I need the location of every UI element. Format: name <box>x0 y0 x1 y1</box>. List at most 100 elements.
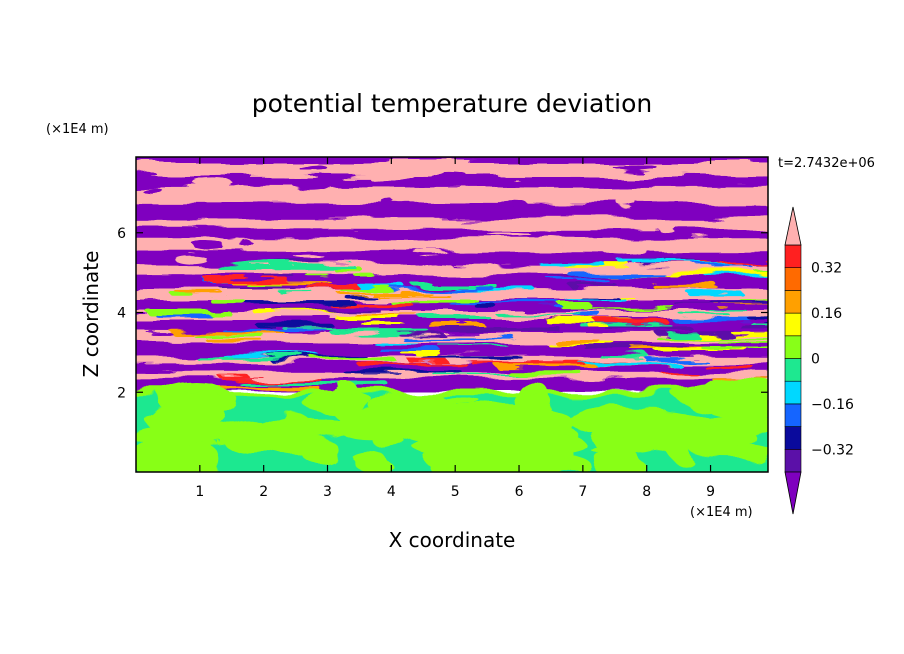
blob <box>213 232 242 241</box>
x-axis-label: X coordinate <box>389 528 516 552</box>
blob <box>233 185 257 191</box>
mix-streak <box>474 304 497 308</box>
x-unit-label: (×1E4 m) <box>690 505 753 520</box>
colorbar-tick-label: −0.32 <box>811 442 854 458</box>
mix-streak <box>203 277 289 282</box>
y-tick-label: 2 <box>117 385 126 401</box>
mix-streak <box>703 347 745 353</box>
mix-streak <box>388 299 480 303</box>
mix-streak <box>762 380 768 385</box>
mix-streak <box>220 328 326 331</box>
x-tick-label: 6 <box>515 484 524 500</box>
mix-streak <box>654 335 768 339</box>
green-patch <box>692 444 768 462</box>
mix-streak <box>750 321 768 326</box>
mix-streak <box>567 272 665 277</box>
green-patch <box>676 385 768 412</box>
mix-streak <box>222 354 320 357</box>
colorbar-extend-min <box>784 471 802 515</box>
green-patch <box>329 380 363 422</box>
band <box>136 264 768 275</box>
mix-streak <box>565 299 627 302</box>
blob <box>658 224 678 234</box>
colorbar-segment <box>784 403 802 427</box>
mix-streak <box>660 370 697 373</box>
interface-line <box>136 390 768 396</box>
mix-streak <box>335 316 403 321</box>
mix-streak <box>675 304 768 307</box>
colorbar-tick-label: −0.16 <box>811 397 854 413</box>
mix-streak <box>582 307 676 310</box>
y-unit-label: (×1E4 m) <box>46 122 109 137</box>
blob <box>186 237 228 244</box>
mix-streak <box>595 319 669 324</box>
blob <box>294 182 331 192</box>
mix-streak <box>667 269 768 274</box>
mix-streak <box>373 342 419 345</box>
green-patch <box>696 415 768 436</box>
blob <box>537 235 566 246</box>
colorbar-extend-max <box>784 206 802 246</box>
mix-streak <box>553 339 601 344</box>
mix-streak <box>353 273 374 278</box>
blob <box>601 243 648 255</box>
band <box>136 186 768 203</box>
mix-streak <box>547 278 594 281</box>
band <box>136 218 768 229</box>
green-patch <box>298 437 339 462</box>
plot-field <box>136 157 768 472</box>
blob <box>458 165 492 170</box>
blob <box>667 238 681 244</box>
mix-streak <box>604 325 692 330</box>
mix-streak <box>343 294 376 298</box>
mix-streak <box>739 298 768 301</box>
blob <box>173 254 206 262</box>
mix-streak <box>306 274 331 278</box>
mix-streak <box>538 262 605 266</box>
green-patch <box>469 432 585 453</box>
blob <box>612 164 658 172</box>
blob <box>465 259 483 264</box>
blob <box>142 186 163 195</box>
colorbar-segment <box>784 290 802 314</box>
mix-streak <box>274 309 382 313</box>
colorbar-tick-label: 0.32 <box>811 261 842 277</box>
blob <box>539 220 559 231</box>
band <box>136 238 768 251</box>
mix-streak <box>471 362 585 365</box>
green-patch <box>148 399 228 441</box>
mix-streak <box>703 273 768 277</box>
time-label: t=2.7432e+06 <box>778 156 875 171</box>
blob <box>487 231 532 237</box>
colorbar-segment <box>784 448 802 473</box>
mix-streak <box>221 378 322 381</box>
blob <box>529 189 569 201</box>
x-axis: 1 2 3 4 5 6 7 8 9 <box>195 157 715 500</box>
y-axis: 2 4 6 <box>117 226 768 401</box>
blob <box>420 262 451 267</box>
mix-streak <box>671 317 754 322</box>
mix-streak <box>306 284 359 289</box>
mix-streak <box>440 326 561 331</box>
colorbar-segment <box>784 312 802 337</box>
x-tick-label: 4 <box>387 484 396 500</box>
mix-streak <box>354 313 418 317</box>
mix-streak <box>356 362 468 366</box>
mix-streak <box>237 381 345 385</box>
colorbar-segment <box>784 267 802 291</box>
mix-streak <box>716 340 768 344</box>
mix-streak <box>256 323 334 328</box>
mix-streak <box>273 266 358 270</box>
mix-streak <box>245 283 281 286</box>
mix-streak <box>219 356 308 359</box>
mix-streak <box>576 361 680 365</box>
x-tick-label: 9 <box>706 484 715 500</box>
blob <box>239 239 254 248</box>
blob <box>414 251 448 256</box>
blob <box>300 221 340 227</box>
x-tick-label: 5 <box>451 484 460 500</box>
mix-streak <box>214 263 295 268</box>
mix-streak <box>507 371 583 376</box>
mix-streak <box>686 290 743 294</box>
blob <box>367 173 415 181</box>
